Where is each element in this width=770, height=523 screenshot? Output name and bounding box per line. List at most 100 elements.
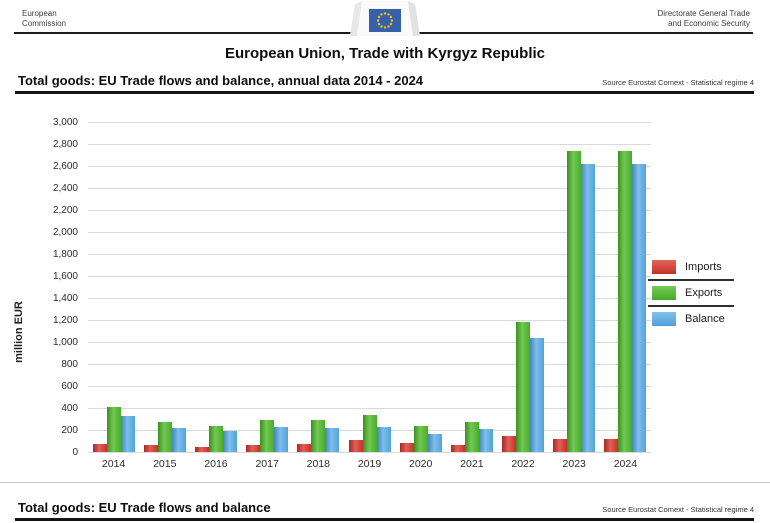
bar-imports-2024 [604,439,619,452]
bar-balance-2015 [171,428,186,452]
gridline [88,165,651,167]
bar-imports-2017 [246,444,261,452]
gridline [88,143,651,145]
legend-label-exports: Exports [685,287,723,299]
gridline [88,209,651,211]
section-bottom-heading: Total goods: EU Trade flows and balance [18,500,271,515]
gridline [88,385,651,387]
bar-balance-2019 [376,426,391,452]
bar-balance-2016 [222,431,237,452]
european-commission-logo-icon [342,0,428,40]
bottom-divider-rule [0,482,770,483]
y-tick-label: 1,800 [52,248,78,260]
bar-imports-2022 [502,435,517,452]
gridline [88,341,651,343]
x-tick-label-2020: 2020 [408,458,433,470]
bar-exports-2023 [567,151,582,452]
y-axis-title: million EUR [13,301,25,363]
x-tick-label-2016: 2016 [204,458,228,470]
gridline [88,275,651,277]
bar-balance-2018 [325,427,340,452]
legend-swatch-imports [652,260,676,274]
y-tick-label: 0 [72,446,78,458]
bar-exports-2024 [618,151,633,452]
gridline [88,407,651,409]
gridline [88,363,651,365]
bar-balance-2017 [274,426,289,452]
header-directorate-line1: Directorate General Trade [657,9,751,18]
y-tick-label: 2,600 [52,160,78,172]
header-org-line2: Commission [22,19,67,28]
x-tick-label-2015: 2015 [153,458,177,470]
y-tick-label: 2,400 [52,182,78,194]
bar-balance-2024 [632,163,647,452]
bar-imports-2021 [450,444,465,452]
bar-exports-2020 [413,425,428,452]
y-tick-label: 1,400 [52,292,78,304]
section-top-heading: Total goods: EU Trade flows and balance,… [18,73,424,88]
x-tick-label-2022: 2022 [511,458,535,470]
x-tick-label-2014: 2014 [101,458,126,470]
section-top-source: Source Eurostat Comext - Statistical reg… [602,78,754,87]
y-tick-label: 1,200 [52,314,78,326]
bar-imports-2018 [297,443,312,452]
bar-exports-2016 [208,425,223,452]
y-tick-label: 2,200 [52,204,78,216]
bar-imports-2023 [553,438,568,452]
gridline [88,451,651,453]
x-tick-label-2021: 2021 [460,458,484,470]
gridline [88,231,651,233]
x-tick-label-2024: 2024 [613,458,638,470]
bar-exports-2015 [157,421,172,452]
bar-balance-2023 [581,163,596,452]
bar-balance-2021 [478,428,493,452]
bar-exports-2018 [311,419,326,452]
x-tick-label-2018: 2018 [306,458,330,470]
bar-imports-2019 [348,440,363,452]
y-tick-label: 2,800 [52,138,78,150]
header-directorate-line2: and Economic Security [668,19,750,28]
bar-exports-2019 [362,415,377,452]
bar-balance-2022 [530,338,545,452]
bar-exports-2017 [260,419,275,452]
x-tick-label-2019: 2019 [357,458,382,470]
y-tick-label: 1,000 [52,336,78,348]
gridline [88,253,651,255]
bar-exports-2014 [106,407,121,452]
bar-balance-2014 [120,415,135,452]
bar-exports-2021 [464,421,479,452]
bar-imports-2016 [194,446,209,452]
legend-item-exports: Exports [648,281,734,307]
y-tick-label: 600 [61,380,78,392]
y-tick-label: 800 [61,358,78,370]
legend-label-imports: Imports [685,261,722,273]
legend-label-balance: Balance [685,313,725,325]
gridline [88,187,651,189]
plot-area [88,121,651,453]
y-tick-label: 200 [61,424,78,436]
bar-imports-2015 [143,445,158,452]
legend-item-balance: Balance [648,307,734,331]
section-header-bottom: Total goods: EU Trade flows and balance … [15,494,754,521]
bar-exports-2022 [516,321,531,452]
legend-swatch-exports [652,286,676,300]
x-tick-label-2017: 2017 [255,458,279,470]
gridline [88,121,651,123]
chart-legend: Imports Exports Balance [648,255,734,331]
bar-imports-2014 [92,443,107,452]
section-header-top: Total goods: EU Trade flows and balance,… [15,71,754,94]
x-tick-label-2023: 2023 [562,458,586,470]
y-tick-label: 2,000 [52,226,78,238]
gridline [88,319,651,321]
trade-bar-chart: million EUR 0 200 400 600 800 1,000 1,200 1,400… [0,100,770,480]
section-bottom-source: Source Eurostat Comext - Statistical reg… [602,505,754,514]
y-tick-label: 3,000 [52,116,78,128]
header-org-name: European Commission [22,9,66,29]
bar-imports-2020 [399,443,414,452]
bar-balance-2020 [427,434,442,452]
y-tick-label: 400 [61,402,78,414]
gridline [88,297,651,299]
y-tick-label: 1,600 [52,270,78,282]
eu-flag-icon [369,9,401,32]
header-directorate: Directorate General Trade and Economic S… [658,9,751,29]
